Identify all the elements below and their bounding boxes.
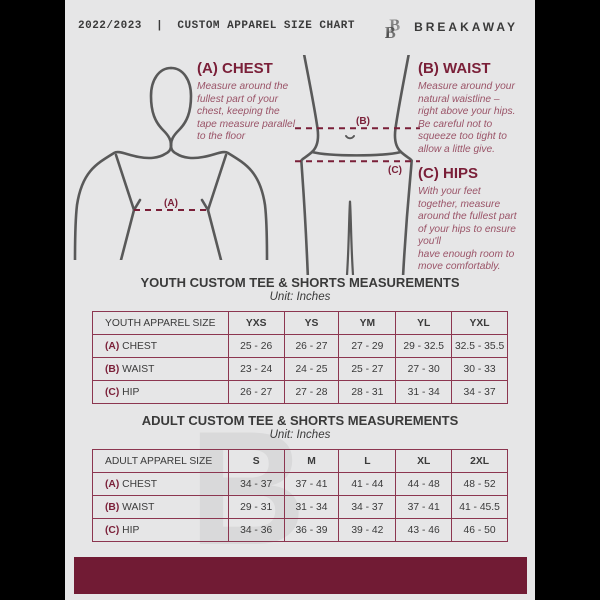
- svg-text:B: B: [385, 23, 396, 40]
- svg-text:(A): (A): [164, 198, 178, 209]
- svg-text:(C): (C): [388, 165, 402, 176]
- svg-text:(B): (B): [356, 116, 370, 127]
